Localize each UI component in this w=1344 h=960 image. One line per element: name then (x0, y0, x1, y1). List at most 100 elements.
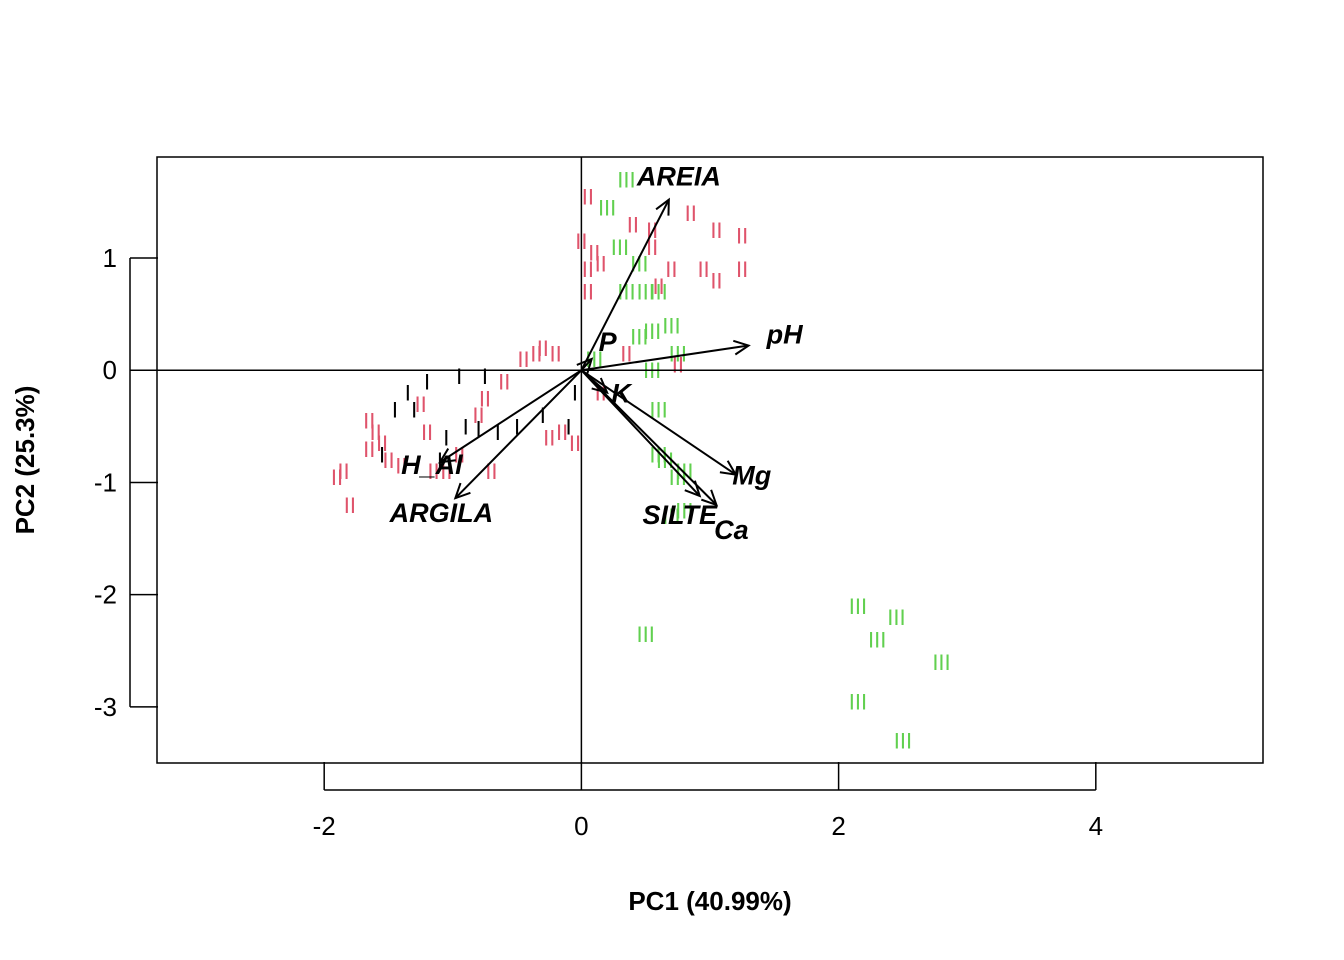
score-point-III: III (868, 628, 886, 653)
y-tick-label: -1 (94, 467, 117, 497)
score-point-II: II (582, 280, 594, 305)
y-tick-label: 1 (103, 243, 117, 273)
score-point-II: II (530, 341, 542, 366)
loading-label-ph: pH (766, 320, 803, 350)
score-point-I: I (565, 414, 571, 439)
y-tick-label: -2 (94, 580, 117, 610)
loading-label-areia: AREIA (636, 162, 721, 192)
score-point-I: I (379, 442, 385, 467)
y-axis-title: PC2 (25.3%) (10, 386, 40, 535)
reference-lines (157, 157, 1263, 763)
arrowhead-p (576, 357, 594, 375)
x-tick-label: 0 (574, 811, 588, 841)
x-tick-label: 2 (831, 811, 845, 841)
loading-arrow-h-al (439, 369, 582, 464)
axes: -2 0 2 4 -3 -2 -1 0 1 (94, 243, 1103, 841)
score-point-I: I (411, 398, 417, 423)
score-point-II: II (395, 454, 407, 479)
score-point-II: II (710, 268, 722, 293)
y-tick-label: -3 (94, 692, 117, 722)
score-point-III: III (630, 325, 648, 350)
score-point-II: II (569, 431, 581, 456)
score-point-II: II (646, 235, 658, 260)
score-point-II: II (537, 336, 549, 361)
score-point-III: III (669, 341, 687, 366)
score-point-II: II (543, 426, 555, 451)
arrowhead-ph (733, 339, 751, 356)
loading-label-p: P (599, 327, 618, 357)
score-point-III: III (643, 319, 661, 344)
score-point-II: II (710, 218, 722, 243)
score-point-II: II (556, 420, 568, 445)
score-point-III: III (662, 313, 680, 338)
score-point-III: III (649, 398, 667, 423)
score-point-I: I (514, 414, 520, 439)
score-point-II: II (595, 252, 607, 277)
score-point-III: III (887, 605, 905, 630)
score-point-II: II (370, 420, 382, 445)
score-point-I: I (443, 426, 449, 451)
loading-arrow-argila (454, 369, 583, 499)
score-point-III: III (849, 594, 867, 619)
score-point-III: III (894, 729, 912, 754)
score-point-III: III (630, 252, 648, 277)
score-point-II: II (672, 353, 684, 378)
x-tick-label: -2 (313, 811, 336, 841)
score-point-II: II (376, 431, 388, 456)
score-point-II: II (582, 257, 594, 282)
score-point-II: II (479, 386, 491, 411)
arrowhead-ca (700, 489, 719, 507)
score-point-I: I (456, 364, 462, 389)
score-point-I: I (540, 403, 546, 428)
score-point-I: I (424, 369, 430, 394)
loading-label-mg: Mg (732, 461, 771, 491)
score-point-II: II (498, 369, 510, 394)
score-point-I: I (572, 381, 578, 406)
score-point-II: II (382, 448, 394, 473)
arrowhead-h-al (437, 448, 456, 464)
score-point-II: II (588, 240, 600, 265)
score-point-I: I (475, 417, 481, 442)
score-point-III: III (611, 235, 629, 260)
arrowhead-mg (719, 460, 738, 476)
score-point-II: II (517, 347, 529, 372)
score-point-II: II (440, 459, 452, 484)
score-point-II: II (550, 341, 562, 366)
y-tick-label: 0 (103, 355, 117, 385)
score-point-II: II (627, 212, 639, 237)
score-point-II: II (415, 392, 427, 417)
score-point-II: II (652, 274, 664, 299)
loading-arrow-ph (581, 344, 749, 372)
loading-label-argila: ARGILA (389, 498, 494, 528)
x-axis-title: PC1 (40.99%) (628, 886, 791, 916)
x-tick-label: 4 (1089, 811, 1103, 841)
score-point-II: II (697, 257, 709, 282)
loading-label-silte: SILTE (642, 500, 717, 530)
score-point-I: I (482, 364, 488, 389)
score-point-III: III (662, 504, 680, 529)
score-point-I: I (405, 381, 411, 406)
loading-arrow-ca (580, 369, 718, 506)
score-point-III: III (598, 196, 616, 221)
score-point-II: II (472, 403, 484, 428)
score-point-III: III (849, 689, 867, 714)
score-point-II: II (685, 201, 697, 226)
score-point-I: I (495, 420, 501, 445)
score-point-III: III (932, 650, 950, 675)
score-point-III: III (617, 280, 635, 305)
loading-label-h-al: H_Al (401, 450, 463, 480)
score-point-II: II (427, 459, 439, 484)
score-point-II: II (363, 437, 375, 462)
score-point-III: III (675, 499, 693, 524)
arrowhead-k (591, 377, 609, 395)
score-point-II: II (344, 493, 356, 518)
score-point-II: II (337, 459, 349, 484)
score-point-II: II (736, 224, 748, 249)
score-point-II: II (582, 184, 594, 209)
loading-arrow-mg (580, 369, 737, 476)
score-point-II: II (331, 465, 343, 490)
score-point-II: II (665, 257, 677, 282)
arrowhead-argila (453, 482, 471, 500)
